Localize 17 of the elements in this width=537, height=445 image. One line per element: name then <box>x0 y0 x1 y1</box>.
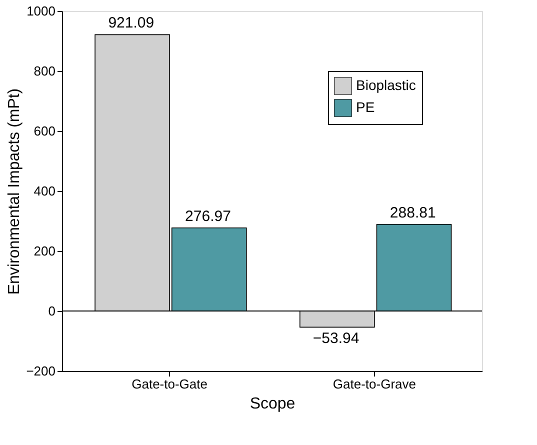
x-axis-title: Scope <box>250 396 296 412</box>
data-label: −53.94 <box>312 330 360 348</box>
x-tick-label: Gate-to-Gate <box>132 376 208 392</box>
x-tick-label: Gate-to-Grave <box>332 376 416 392</box>
y-tick-label: 400 <box>34 184 56 198</box>
legend-label: PE <box>356 99 375 115</box>
y-tick-label: 600 <box>34 124 56 138</box>
y-tick-label: 1000 <box>26 4 56 18</box>
data-label: 288.81 <box>390 204 436 222</box>
data-label: 276.97 <box>185 208 231 225</box>
y-tick-label: 200 <box>34 244 56 258</box>
y-tick-label: −200 <box>26 364 56 378</box>
y-axis-title: Environmental Impacts (mPt) <box>6 88 24 295</box>
y-tick-label: 800 <box>34 64 56 78</box>
legend-label: Bioplastic <box>356 77 416 93</box>
data-label: 921.09 <box>108 14 154 32</box>
y-tick-label: 0 <box>48 304 56 318</box>
